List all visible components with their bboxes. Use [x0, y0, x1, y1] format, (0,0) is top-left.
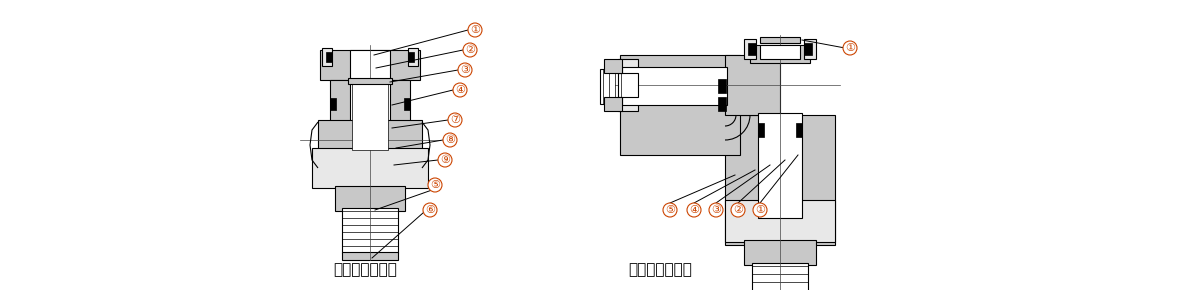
Text: ④: ④ — [689, 205, 698, 215]
Text: ④: ④ — [455, 85, 465, 95]
Bar — [404, 98, 410, 110]
Bar — [725, 115, 835, 245]
Bar — [748, 43, 756, 55]
Bar — [350, 50, 391, 130]
Bar — [804, 39, 816, 59]
Bar — [758, 123, 764, 137]
Bar — [621, 55, 740, 155]
Bar — [341, 252, 398, 260]
Circle shape — [453, 83, 467, 97]
Bar — [329, 80, 410, 130]
Bar — [347, 78, 392, 84]
Bar — [618, 59, 639, 111]
Bar — [744, 240, 816, 265]
Text: ①: ① — [845, 43, 855, 53]
Circle shape — [462, 43, 477, 57]
Text: ③: ③ — [710, 205, 721, 215]
Bar — [718, 97, 726, 111]
Bar — [329, 98, 335, 110]
Bar — [409, 48, 418, 66]
Text: ①: ① — [755, 205, 766, 215]
Text: ⑧: ⑧ — [444, 135, 455, 145]
Text: ②: ② — [465, 45, 474, 55]
Bar — [750, 45, 810, 63]
Bar — [341, 208, 398, 253]
Bar — [804, 43, 812, 55]
Circle shape — [423, 203, 437, 217]
Bar — [744, 39, 756, 59]
Text: ⑦: ⑦ — [450, 115, 460, 125]
Circle shape — [438, 153, 452, 167]
Bar — [317, 120, 422, 150]
Bar — [352, 82, 388, 150]
Circle shape — [843, 41, 857, 55]
Bar — [604, 97, 622, 111]
Circle shape — [709, 203, 724, 217]
Circle shape — [428, 178, 442, 192]
Text: ①: ① — [470, 25, 480, 35]
Text: ハーフユニオン: ハーフユニオン — [333, 262, 397, 277]
Bar — [604, 59, 622, 73]
Circle shape — [662, 203, 677, 217]
Bar — [600, 69, 622, 104]
Bar — [320, 50, 420, 80]
Bar — [311, 148, 428, 188]
Text: ⑤: ⑤ — [665, 205, 674, 215]
Bar — [725, 200, 835, 242]
Bar — [622, 67, 727, 105]
Bar — [752, 263, 807, 290]
Text: ⑤: ⑤ — [430, 180, 440, 190]
Bar — [326, 52, 332, 62]
Bar — [718, 79, 726, 93]
Circle shape — [686, 203, 701, 217]
Bar — [335, 186, 405, 211]
Circle shape — [731, 203, 745, 217]
Bar — [760, 37, 800, 43]
Bar — [409, 52, 415, 62]
Circle shape — [448, 113, 462, 127]
Bar — [795, 123, 801, 137]
Text: ③: ③ — [460, 65, 470, 75]
Text: ⑥: ⑥ — [425, 205, 435, 215]
Bar — [618, 73, 639, 97]
Text: ②: ② — [733, 205, 743, 215]
Bar — [758, 113, 801, 218]
Bar — [760, 45, 800, 59]
Bar — [725, 55, 780, 115]
Circle shape — [754, 203, 767, 217]
Circle shape — [443, 133, 456, 147]
Bar — [322, 48, 332, 66]
Circle shape — [468, 23, 482, 37]
Text: ⑨: ⑨ — [440, 155, 450, 165]
Text: エルボユニオン: エルボユニオン — [628, 262, 692, 277]
Circle shape — [458, 63, 472, 77]
